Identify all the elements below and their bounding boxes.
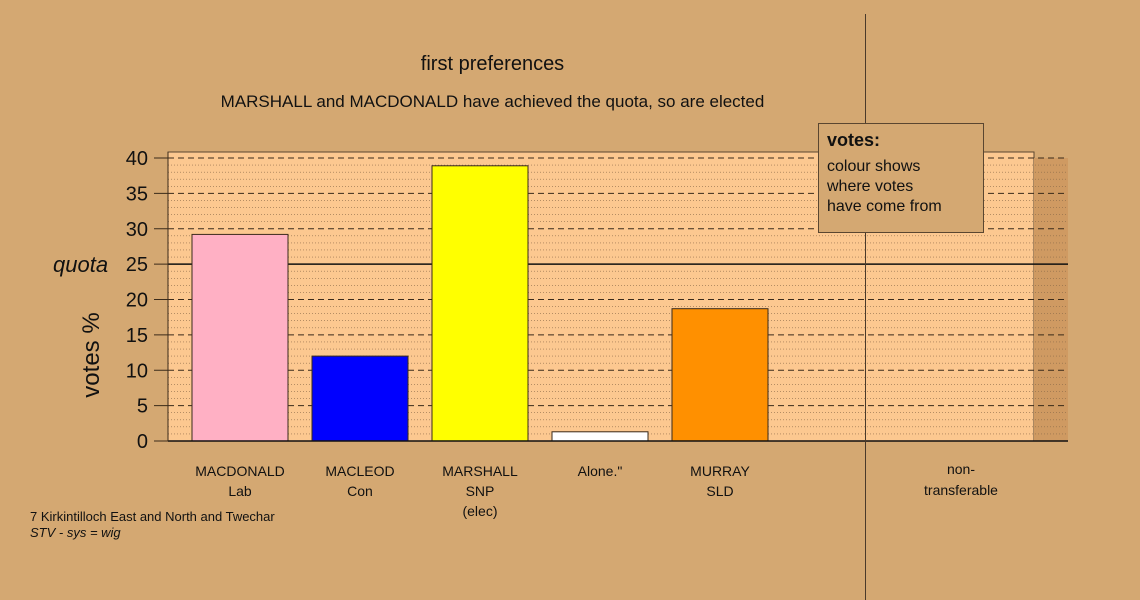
x-tick-label: SNP xyxy=(466,483,495,499)
quota-label: quota xyxy=(53,252,108,277)
x-tick-label-nontransferable: transferable xyxy=(924,482,998,498)
bar xyxy=(551,431,649,442)
x-tick-label: MURRAY xyxy=(690,463,750,479)
x-tick-label: MACLEOD xyxy=(325,463,394,479)
legend-line-3: have come from xyxy=(827,198,942,215)
x-tick-label: (elec) xyxy=(462,503,497,519)
y-tick-label: 15 xyxy=(126,325,148,347)
y-tick-label: 30 xyxy=(126,219,148,241)
x-tick-label: MARSHALL xyxy=(442,463,518,479)
y-tick-label: 25 xyxy=(126,254,148,276)
constituency-name: 7 Kirkintilloch East and North and Twech… xyxy=(30,509,275,524)
bar xyxy=(191,233,289,442)
legend-box: votes: colour shows where votes have com… xyxy=(818,123,984,233)
x-tick-label: Alone." xyxy=(578,463,623,479)
footer: 7 Kirkintilloch East and North and Twech… xyxy=(30,509,275,541)
legend-line-2: where votes xyxy=(827,178,914,195)
x-tick-label: SLD xyxy=(706,483,733,499)
y-tick-label: 10 xyxy=(126,360,148,382)
y-tick-label: 40 xyxy=(126,148,148,170)
legend-title: votes: xyxy=(827,130,881,150)
x-tick-label-nontransferable: non- xyxy=(947,461,975,477)
x-tick-label: Lab xyxy=(228,483,252,499)
system-label: STV - sys = wig xyxy=(30,525,121,540)
y-tick-label: 20 xyxy=(126,290,148,312)
bar xyxy=(311,355,409,442)
bar xyxy=(671,308,769,442)
y-tick-label: 0 xyxy=(137,431,148,453)
y-axis-label: votes % xyxy=(78,312,105,397)
chart-title: first preferences xyxy=(420,53,565,75)
legend-line-1: colour shows xyxy=(827,158,921,175)
y-tick-label: 35 xyxy=(126,183,148,205)
bar xyxy=(431,165,529,442)
chart-subtitle: MARSHALL and MACDONALD have achieved the… xyxy=(220,92,765,111)
y-tick-label: 5 xyxy=(137,396,148,418)
stage-divider-line xyxy=(865,14,866,600)
x-tick-label: Con xyxy=(347,483,373,499)
x-tick-label: MACDONALD xyxy=(195,463,284,479)
